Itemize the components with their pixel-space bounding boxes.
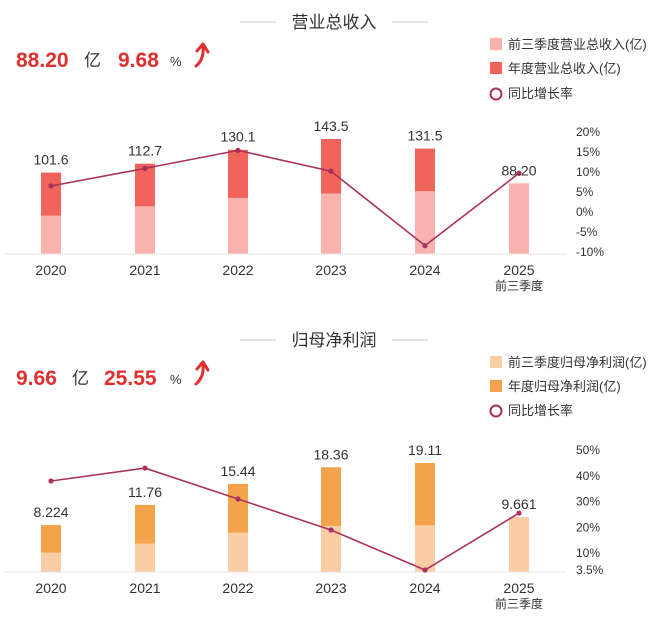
bar-q3-2022 xyxy=(228,532,248,572)
y2-tick-40%: 40% xyxy=(576,469,600,483)
legend-profit-growth: 同比增长率 xyxy=(508,403,573,418)
category-label-2022: 2022 xyxy=(222,580,253,596)
value-label-2020: 8.224 xyxy=(33,504,68,520)
legend-revenue-full: 年度营业总收入(亿) xyxy=(508,61,621,76)
legend-swatch-profit-full xyxy=(490,380,502,392)
y2-tick-10%: 10% xyxy=(576,546,600,560)
revenue-headline-pct: % xyxy=(170,54,182,69)
y2-tick-50%: 50% xyxy=(576,443,600,457)
category-label-2020: 2020 xyxy=(35,262,66,278)
category-label-2025: 2025 xyxy=(503,580,534,596)
growth-point-2024 xyxy=(422,243,428,249)
value-label-2024: 131.5 xyxy=(407,128,442,144)
value-label-2022: 130.1 xyxy=(220,129,255,145)
bar-q3-2021 xyxy=(135,543,155,572)
growth-point-2020 xyxy=(48,183,54,189)
category-sublabel: 前三季度 xyxy=(495,278,543,293)
growth-point-2021 xyxy=(142,465,148,471)
y2-tick-20%: 20% xyxy=(576,520,600,534)
y2-tick-0%: 0% xyxy=(576,205,594,219)
bar-q3-2025 xyxy=(509,183,529,254)
revenue-title: 营业总收入 xyxy=(292,13,377,32)
growth-point-2021 xyxy=(142,165,148,171)
category-label-2024: 2024 xyxy=(409,262,440,278)
growth-point-2022 xyxy=(235,147,241,153)
value-label-2020: 101.6 xyxy=(33,152,68,168)
growth-point-2022 xyxy=(235,496,241,502)
category-label-2023: 2023 xyxy=(315,262,346,278)
category-label-2023: 2023 xyxy=(315,580,346,596)
bar-q3-2023 xyxy=(321,525,341,572)
profit-headline-unit: 亿 xyxy=(72,369,89,388)
growth-point-2023 xyxy=(328,168,334,174)
y2-tick-20%: 20% xyxy=(576,125,600,139)
legend-swatch-revenue-q3 xyxy=(490,38,502,50)
bar-q3-2023 xyxy=(321,193,341,254)
value-label-2025: 9.661 xyxy=(501,496,536,512)
category-label-2025: 2025 xyxy=(503,262,534,278)
category-label-2021: 2021 xyxy=(129,580,160,596)
profit-headline-growth: 25.55 xyxy=(104,367,157,390)
category-label-2022: 2022 xyxy=(222,262,253,278)
legend-marker-profit-growth xyxy=(489,404,503,418)
bar-q3-2020 xyxy=(41,215,61,254)
up-arrow-icon xyxy=(194,42,210,68)
value-label-2022: 15.44 xyxy=(220,463,255,479)
value-label-2023: 18.36 xyxy=(313,446,348,462)
bar-q3-2024 xyxy=(415,525,435,572)
bar-q3-2021 xyxy=(135,206,155,254)
y2-tick-5%: 5% xyxy=(576,185,594,199)
value-label-2021: 112.7 xyxy=(128,143,162,159)
bar-q3-2020 xyxy=(41,552,61,572)
category-label-2024: 2024 xyxy=(409,580,440,596)
y2-tick-15%: 15% xyxy=(576,145,600,159)
legend-marker-revenue-growth xyxy=(489,87,503,101)
revenue-headline-growth: 9.68 xyxy=(118,49,159,72)
bar-q3-2025 xyxy=(509,516,529,572)
profit-headline-pct: % xyxy=(170,372,182,387)
value-label-2023: 143.5 xyxy=(313,118,348,134)
value-label-2025: 88.20 xyxy=(501,162,536,178)
up-arrow-icon xyxy=(194,360,210,386)
revenue-headline-value: 88.20 xyxy=(16,49,69,72)
profit-headline-value: 9.66 xyxy=(16,367,57,390)
category-label-2021: 2021 xyxy=(129,262,160,278)
category-sublabel: 前三季度 xyxy=(495,596,543,611)
growth-point-2025 xyxy=(516,510,522,516)
legend-revenue-growth: 同比增长率 xyxy=(508,86,573,101)
legend-swatch-revenue-full xyxy=(490,62,502,74)
legend-revenue-q3: 前三季度营业总收入(亿) xyxy=(508,37,647,52)
y2-tick--5%: -5% xyxy=(576,225,598,239)
legend-profit-q3: 前三季度归母净利润(亿) xyxy=(508,355,647,370)
bar-q3-2024 xyxy=(415,191,435,254)
growth-point-2020 xyxy=(48,478,54,484)
profit-title: 归母净利润 xyxy=(292,331,377,350)
y2-tick-10%: 10% xyxy=(576,165,600,179)
growth-point-2023 xyxy=(328,527,334,533)
value-label-2024: 19.11 xyxy=(408,442,442,458)
y2-tick--10%: -10% xyxy=(576,245,604,259)
revenue-chart: 营业总收入 88.20 亿 9.68 % 前三季度营业总收入(亿) 年度营业总收… xyxy=(4,13,647,293)
y2-tick-30%: 30% xyxy=(576,495,600,509)
growth-point-2025 xyxy=(516,170,522,176)
legend-profit-full: 年度归母净利润(亿) xyxy=(508,379,621,394)
growth-point-2024 xyxy=(422,567,428,573)
category-label-2020: 2020 xyxy=(35,580,66,596)
value-label-2021: 11.76 xyxy=(128,484,162,500)
bar-q3-2022 xyxy=(228,197,248,254)
y2-tick-3.5%: 3.5% xyxy=(576,563,604,577)
legend-swatch-profit-q3 xyxy=(490,356,502,368)
growth-line xyxy=(50,149,520,247)
growth-line xyxy=(50,467,520,571)
profit-chart: 归母净利润 9.66 亿 25.55 % 前三季度归母净利润(亿) 年度归母净利… xyxy=(4,331,647,611)
revenue-headline-unit: 亿 xyxy=(84,51,101,70)
